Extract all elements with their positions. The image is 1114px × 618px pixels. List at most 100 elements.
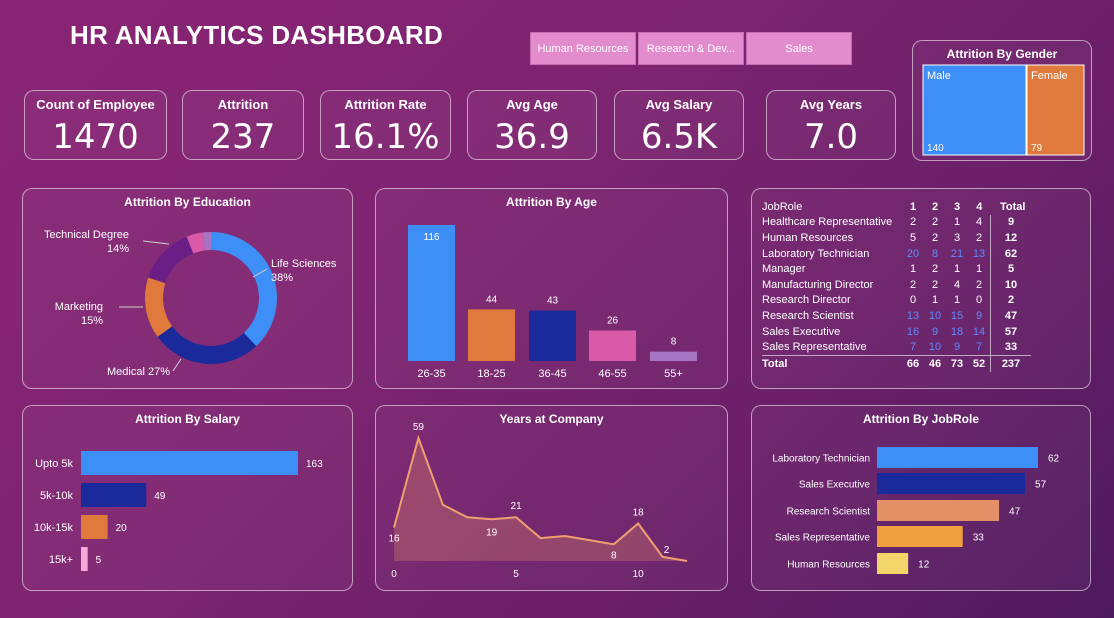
- age-data-label: 26: [607, 316, 619, 327]
- matrix-value-cell: 1: [953, 294, 961, 307]
- chart-title: Attrition By Gender: [946, 47, 1058, 61]
- jobrole-bar: [877, 473, 1026, 494]
- age-data-label: 44: [486, 294, 498, 305]
- matrix-total-cell: Total: [762, 354, 902, 372]
- matrix-value-cell: 1: [975, 263, 983, 276]
- jobrole-bar: [877, 500, 1000, 521]
- matrix-role-cell: Manufacturing Director: [762, 278, 874, 291]
- salary-category-label: 15k+: [49, 554, 73, 566]
- treemap-value: 140: [927, 143, 944, 154]
- donut-slice-medical: [157, 326, 257, 364]
- matrix-value-cell: 12: [990, 230, 1031, 246]
- card-years-at-company: Years at Company 16 59 19 21 8 18 2 0 5 10: [375, 405, 728, 591]
- card-attrition-by-education: Attrition By Education Life Sciences 38% M…: [22, 188, 353, 389]
- matrix-value-cell: 14: [972, 325, 986, 338]
- matrix-value-cell: 33: [990, 339, 1031, 356]
- chart-title: Years at Company: [499, 412, 604, 426]
- kpi-label: Avg Years: [799, 97, 863, 112]
- chart-title: Attrition By Salary: [135, 412, 240, 426]
- matrix-value-cell: 9: [931, 325, 939, 338]
- kpi-avg-age: Avg Age 36.9: [467, 90, 597, 160]
- age-bar: [650, 351, 697, 361]
- matrix-value-cell: 5: [990, 261, 1031, 277]
- jobrole-data-label: 62: [1048, 454, 1060, 465]
- matrix-header-cell: 1: [909, 200, 917, 213]
- matrix-value-cell: 2: [975, 231, 983, 244]
- age-bar: [408, 225, 455, 361]
- matrix-total-cell: 46: [924, 354, 946, 372]
- kpi-value: 237: [210, 117, 276, 157]
- kpi-attrition: Attrition 237: [182, 90, 304, 160]
- matrix-role-cell: Sales Representative: [762, 341, 867, 354]
- gender-treemap: Male 140 Female 79: [922, 64, 1085, 156]
- years-area-chart: 16 59 19 21 8 18 2 0 5 10: [388, 422, 688, 580]
- matrix-role-cell: Healthcare Representative: [762, 216, 893, 229]
- age-bar: [529, 310, 576, 361]
- years-line: [393, 434, 688, 562]
- salary-bar: [81, 515, 108, 539]
- age-data-label: 116: [424, 232, 440, 243]
- matrix-row: Research Scientist 13 10 15 9 47: [762, 308, 1031, 324]
- matrix-value-cell: 13: [906, 309, 920, 322]
- donut-label: Life Sciences 38%: [271, 258, 337, 284]
- matrix-total-cell: 73: [946, 354, 968, 372]
- years-data-label: 21: [511, 501, 523, 512]
- matrix-value-cell: 10: [990, 276, 1031, 293]
- salary-category-label: Upto 5k: [35, 458, 73, 470]
- matrix-value-cell: 20: [906, 247, 920, 260]
- card-attrition-by-gender: Attrition By Gender Male 140 Female 79: [912, 40, 1092, 161]
- kpi-label: Avg Salary: [645, 97, 713, 112]
- filter-human-resources[interactable]: Human Resources: [530, 32, 636, 65]
- jobrole-bar: [877, 553, 909, 574]
- donut-slice-technical-degree: [148, 236, 194, 284]
- years-tick-label: 5: [513, 569, 519, 580]
- filter-research-dev[interactable]: Research & Dev...: [638, 32, 744, 65]
- filter-sales[interactable]: Sales: [746, 32, 852, 65]
- jobrole-category-label: Sales Executive: [799, 480, 871, 491]
- matrix-header-cell: 3: [953, 200, 961, 213]
- treemap-value: 79: [1031, 143, 1043, 154]
- salary-data-label: 163: [306, 459, 323, 470]
- salary-data-label: 5: [96, 555, 102, 566]
- donut-slice-other: [186, 232, 205, 254]
- matrix-value-cell: 5: [909, 231, 917, 244]
- card-attrition-by-salary: Attrition By Salary Upto 5k 163 5k-10k 49 10…: [22, 405, 353, 591]
- donut-leader-line: [142, 240, 170, 245]
- years-data-label: 18: [633, 507, 645, 518]
- matrix-value-cell: 57: [990, 323, 1031, 340]
- kpi-value: 16.1%: [331, 117, 440, 157]
- matrix-row: Sales Representative 7 10 9 7 33: [762, 339, 1031, 356]
- donut-label: Medical 27%: [107, 366, 170, 378]
- matrix-total-cell: 66: [902, 354, 924, 372]
- jobrole-data-label: 47: [1009, 507, 1021, 518]
- donut-slice-marketing: [145, 277, 173, 337]
- education-donut-chart: Life Sciences 38% Medical 27% Marketing 15% T…: [44, 229, 337, 378]
- matrix-value-cell: 47: [990, 308, 1031, 324]
- kpi-label: Attrition Rate: [344, 97, 427, 112]
- kpi-count-of-employee: Count of Employee 1470: [24, 90, 167, 160]
- jobrole-bar: [877, 526, 963, 547]
- matrix-header-cell: Total: [1000, 200, 1026, 213]
- matrix-value-cell: 21: [950, 247, 964, 260]
- matrix-header-cell[interactable]: JobRole: [762, 200, 803, 213]
- age-bar: [589, 330, 636, 361]
- matrix-value-cell: 1: [909, 263, 917, 276]
- matrix-value-cell: 2: [990, 292, 1031, 309]
- matrix-total-cell: 237: [990, 354, 1031, 372]
- matrix-value-cell: 1: [931, 294, 939, 307]
- donut-leader-line: [252, 268, 268, 278]
- donut-leader-line: [172, 358, 182, 372]
- matrix-header-cell: 2: [931, 200, 939, 213]
- matrix-value-cell: 2: [931, 278, 939, 291]
- years-data-label: 19: [486, 527, 498, 538]
- jobrole-category-label: Human Resources: [787, 560, 870, 571]
- treemap-label: Male: [927, 70, 951, 82]
- matrix-value-cell: 4: [975, 216, 983, 229]
- matrix-value-cell: 18: [950, 325, 964, 338]
- donut-label: Technical Degree 14%: [44, 229, 129, 255]
- matrix-value-cell: 0: [909, 294, 917, 307]
- salary-bar-chart: Upto 5k 163 5k-10k 49 10k-15k 20 15k+ 5: [34, 451, 323, 571]
- age-tick-label: 36-45: [538, 368, 566, 380]
- age-data-label: 43: [547, 296, 559, 307]
- jobrole-data-label: 57: [1035, 480, 1047, 491]
